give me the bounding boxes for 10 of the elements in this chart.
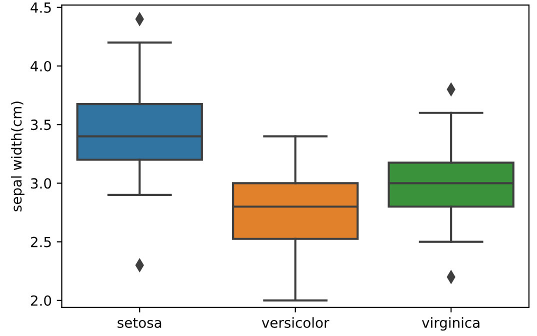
y-axis-title: sepal width(cm) (10, 102, 24, 212)
y-tick-label: 3.0 (31, 178, 52, 189)
y-tick-label: 4.0 (30, 60, 52, 72)
x-tick-label: setosa (118, 318, 162, 328)
x-tick-label: virginica (422, 317, 480, 331)
y-tick-label: 2.0 (30, 295, 52, 306)
y-tick-label: 3.5 (31, 120, 51, 130)
y-tick-label: 4.5 (30, 2, 51, 13)
x-tick-label: versicolor (262, 317, 330, 328)
y-tick-label: 2.5 (30, 236, 51, 248)
